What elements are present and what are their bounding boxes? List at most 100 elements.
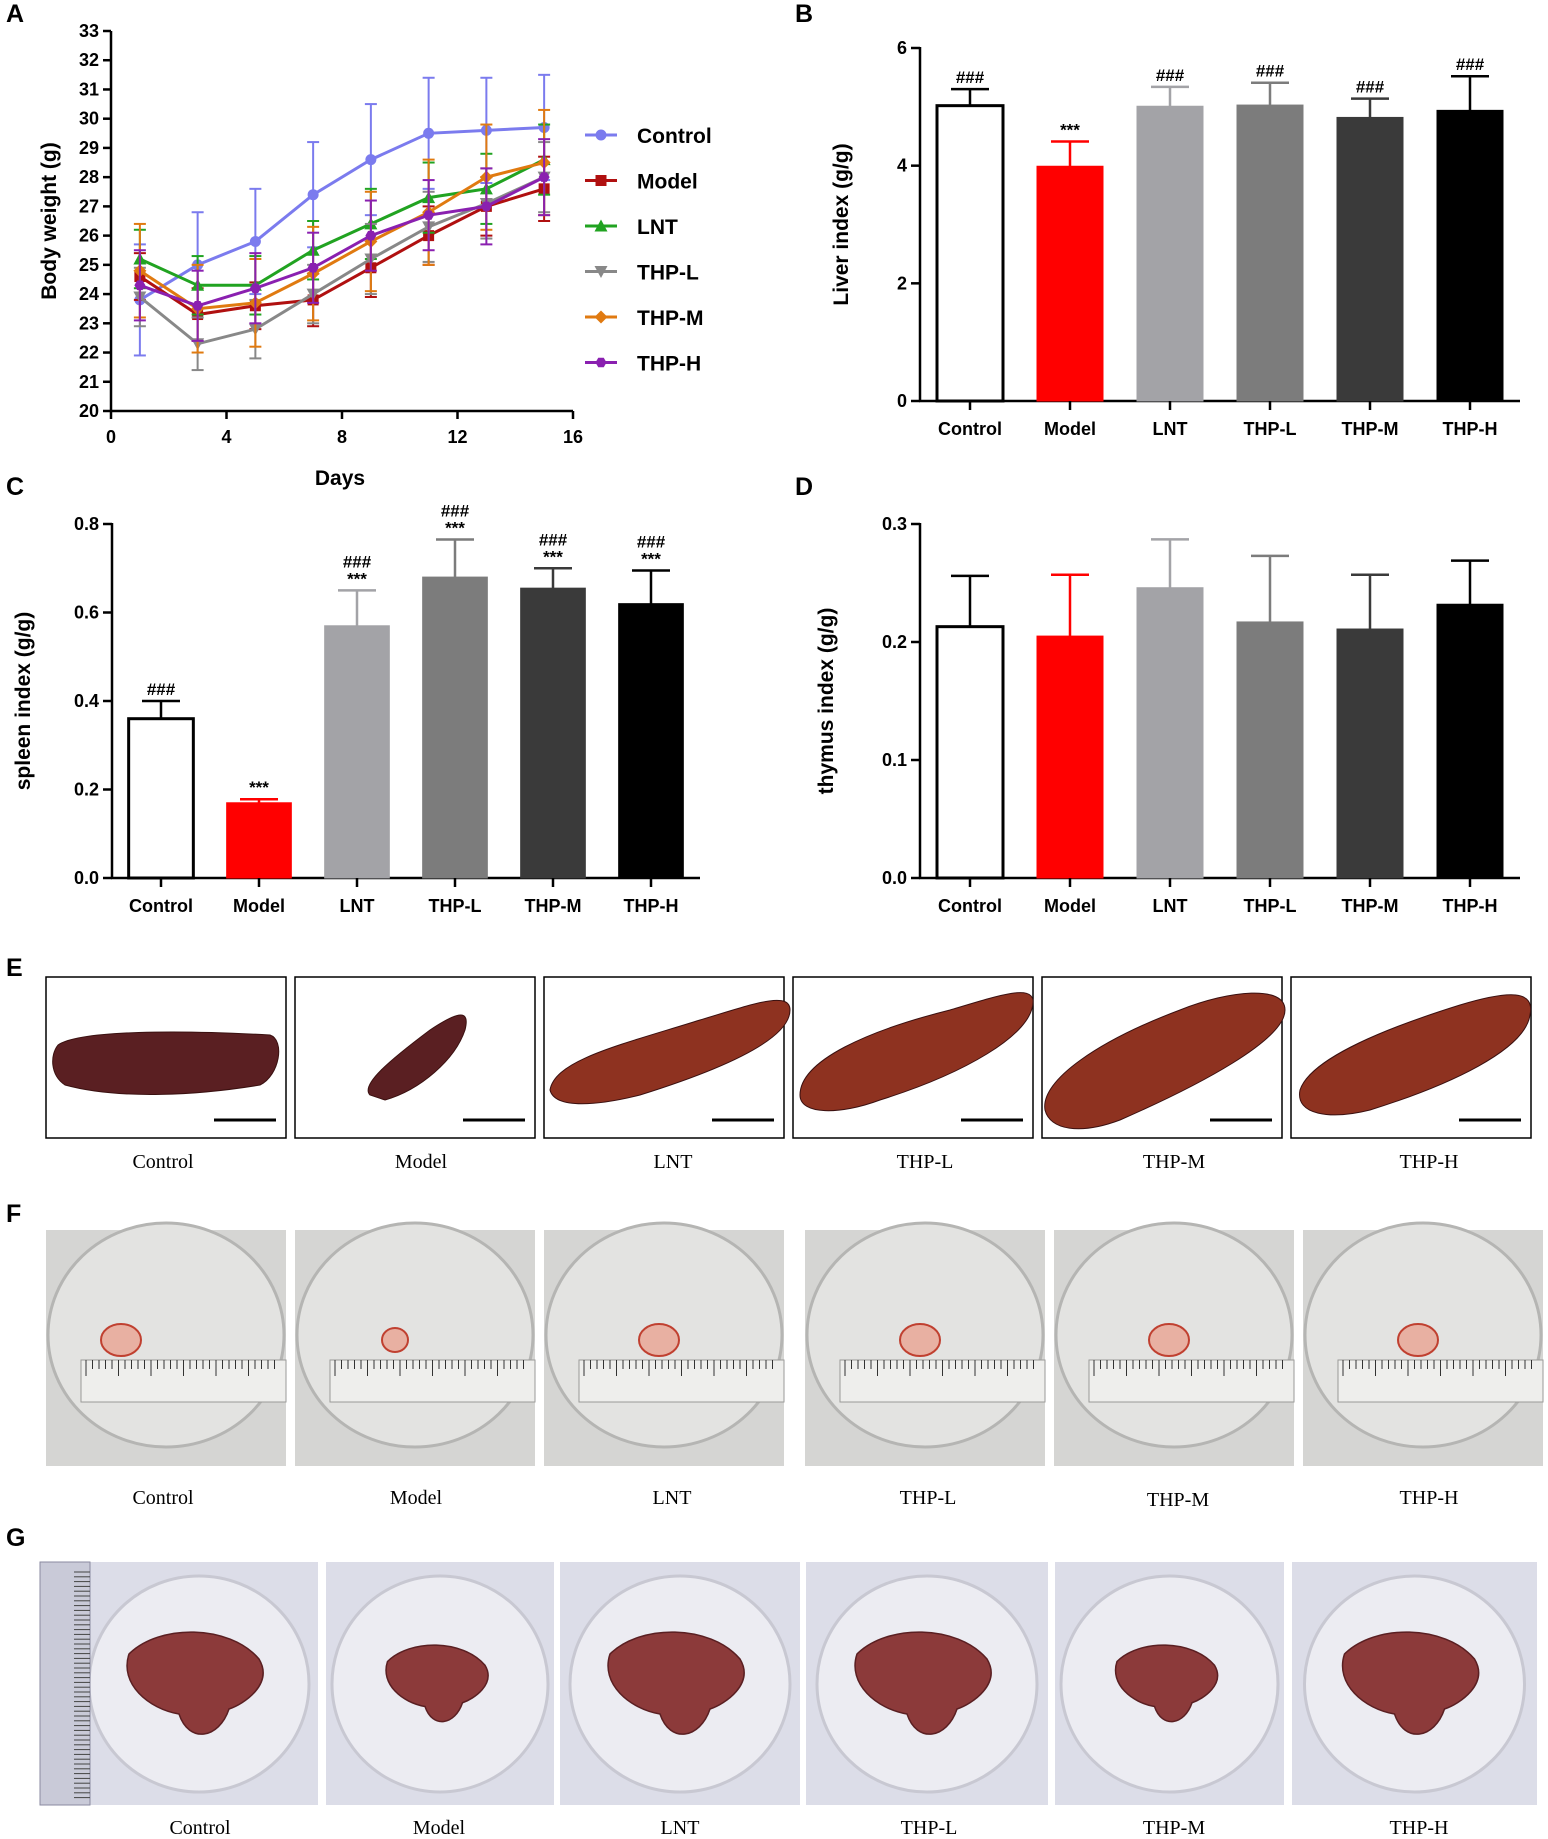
data-point-control xyxy=(249,235,261,247)
panel-f-thymus-photos xyxy=(46,1221,1544,1466)
y-tick-label: 23 xyxy=(79,313,99,333)
data-point-thp-h xyxy=(134,280,146,291)
panel-label-a: A xyxy=(6,0,24,28)
panel-g-captions: Control Model LNT THP-L THP-M THP-H xyxy=(169,1817,1448,1839)
significance-label: *** xyxy=(249,778,269,797)
y-tick-label: 0.2 xyxy=(74,780,99,800)
legend-marker-thp-m xyxy=(594,310,608,324)
thymus-photo-6 xyxy=(1303,1221,1544,1466)
x-tick-label: THP-H xyxy=(1443,419,1498,439)
bar-group-thp-m: THP-M ***### xyxy=(520,530,586,916)
bar-control xyxy=(935,625,1005,880)
spleen-photo-1 xyxy=(45,976,287,1139)
thymus-tissue xyxy=(1148,1323,1190,1357)
spleen-tissue xyxy=(549,999,791,1105)
y-tick-label: 0.0 xyxy=(882,868,907,888)
bar-thp-m xyxy=(1336,628,1404,879)
caption-g-model: Model xyxy=(413,1817,466,1839)
bar-thp-m xyxy=(520,587,586,879)
legend-marker-model xyxy=(595,175,607,186)
y-tick-label: 0.8 xyxy=(74,514,99,534)
thymus-photo-3 xyxy=(544,1221,785,1466)
x-tick-label: Model xyxy=(1044,419,1096,439)
data-point-thp-h xyxy=(192,301,204,311)
legend-label-thp-h: THP-H xyxy=(637,353,701,376)
panel-label-f: F xyxy=(6,1200,21,1228)
bar-group-thp-h: THP-H ***### xyxy=(618,532,684,916)
x-tick-label: 12 xyxy=(447,427,467,447)
x-tick-label: 16 xyxy=(563,427,583,447)
bar-lnt xyxy=(1136,587,1204,879)
caption-f-lnt: LNT xyxy=(653,1487,692,1509)
spleen-photo-6 xyxy=(1290,976,1532,1139)
bar-group-control: Control ### xyxy=(127,680,195,916)
thymus-photo-5 xyxy=(1054,1221,1295,1466)
y-tick-label: 29 xyxy=(79,138,99,158)
y-tick-label: 27 xyxy=(79,196,99,216)
panel-d-bar-chart: 0.0 0.1 0.2 0.3 thymus index (g/g) Control Mod… xyxy=(815,514,1520,916)
bar-thp-l xyxy=(1236,621,1304,879)
x-tick-label: Control xyxy=(938,419,1002,439)
liver-photo-3 xyxy=(560,1562,800,1805)
thymus-tissue xyxy=(100,1323,142,1357)
bar-lnt xyxy=(324,625,390,879)
liver-tissue xyxy=(607,1631,745,1735)
caption-f-control: Control xyxy=(132,1487,194,1509)
panel-label-b: B xyxy=(795,0,813,28)
legend-label-model: Model xyxy=(637,171,698,194)
bar-model xyxy=(1036,635,1104,879)
y-tick-label: 0.4 xyxy=(74,691,99,711)
y-tick-label: 26 xyxy=(79,226,99,246)
y-tick-label: 6 xyxy=(897,38,907,58)
liver-tissue xyxy=(385,1644,489,1723)
bar-thp-l xyxy=(422,576,488,879)
caption-f-thp-h: THP-H xyxy=(1400,1487,1459,1509)
y-tick-label: 0.3 xyxy=(882,514,907,534)
legend-label-thp-m: THP-M xyxy=(637,307,704,330)
x-tick-label: THP-M xyxy=(1342,419,1399,439)
thymus-tissue xyxy=(381,1327,409,1353)
significance-label: ### xyxy=(1156,66,1185,85)
bar-group-model: Model *** xyxy=(1036,121,1104,439)
significance-label: ### xyxy=(956,68,985,87)
y-tick-label: 0.2 xyxy=(882,632,907,652)
thymus-tissue xyxy=(638,1323,680,1357)
panel-b-bar-chart: 0 2 4 6 Liver index (g/g) Control ### Model *** L… xyxy=(830,38,1520,439)
panel-f-captions: Control Model LNT THP-L THP-M THP-H xyxy=(132,1487,1458,1511)
legend-label-control: Control xyxy=(637,125,712,148)
x-tick-label: THP-L xyxy=(429,896,482,916)
y-tick-label: 4 xyxy=(897,156,907,176)
data-point-control xyxy=(365,154,377,166)
series-thp-h xyxy=(133,138,551,342)
petri-dish xyxy=(46,1221,286,1449)
series-line-control xyxy=(139,125,545,302)
bar-group-thp-m: THP-M ### xyxy=(1336,78,1404,439)
panel-c-bar-chart: 0.0 0.2 0.4 0.6 0.8 spleen index (g/g) Control… xyxy=(12,501,700,916)
y-tick-label: 21 xyxy=(79,372,99,392)
legend-label-lnt: LNT xyxy=(637,216,678,239)
x-tick-label: THP-H xyxy=(624,896,679,916)
panel-label-d: D xyxy=(795,473,813,501)
bar-group-model: Model xyxy=(1036,573,1104,916)
y-tick-label: 0 xyxy=(897,391,907,411)
x-tick-label: THP-L xyxy=(1244,419,1297,439)
bar-group-lnt: LNT xyxy=(1136,538,1204,916)
caption-e-control: Control xyxy=(132,1151,194,1173)
x-tick-label: Model xyxy=(1044,896,1096,916)
bar-thp-h xyxy=(1436,603,1504,879)
x-tick-label: LNT xyxy=(340,896,375,916)
panel-e-captions: Control Model LNT THP-L THP-M THP-H xyxy=(132,1151,1458,1173)
y-tick-label: 22 xyxy=(79,343,99,363)
significance-label: *** xyxy=(543,547,563,566)
x-tick-label: 4 xyxy=(221,427,231,447)
legend-marker-thp-h xyxy=(595,357,607,368)
thymus-tissue xyxy=(1397,1323,1439,1357)
spleen-tissue xyxy=(799,992,1034,1112)
x-tick-label: THP-H xyxy=(1443,896,1498,916)
spleen-photo-2 xyxy=(294,976,536,1139)
y-tick-label: 0.1 xyxy=(882,750,907,770)
x-tick-label: THP-M xyxy=(525,896,582,916)
y-tick-label: 33 xyxy=(79,21,99,41)
liver-tissue xyxy=(126,1631,264,1735)
